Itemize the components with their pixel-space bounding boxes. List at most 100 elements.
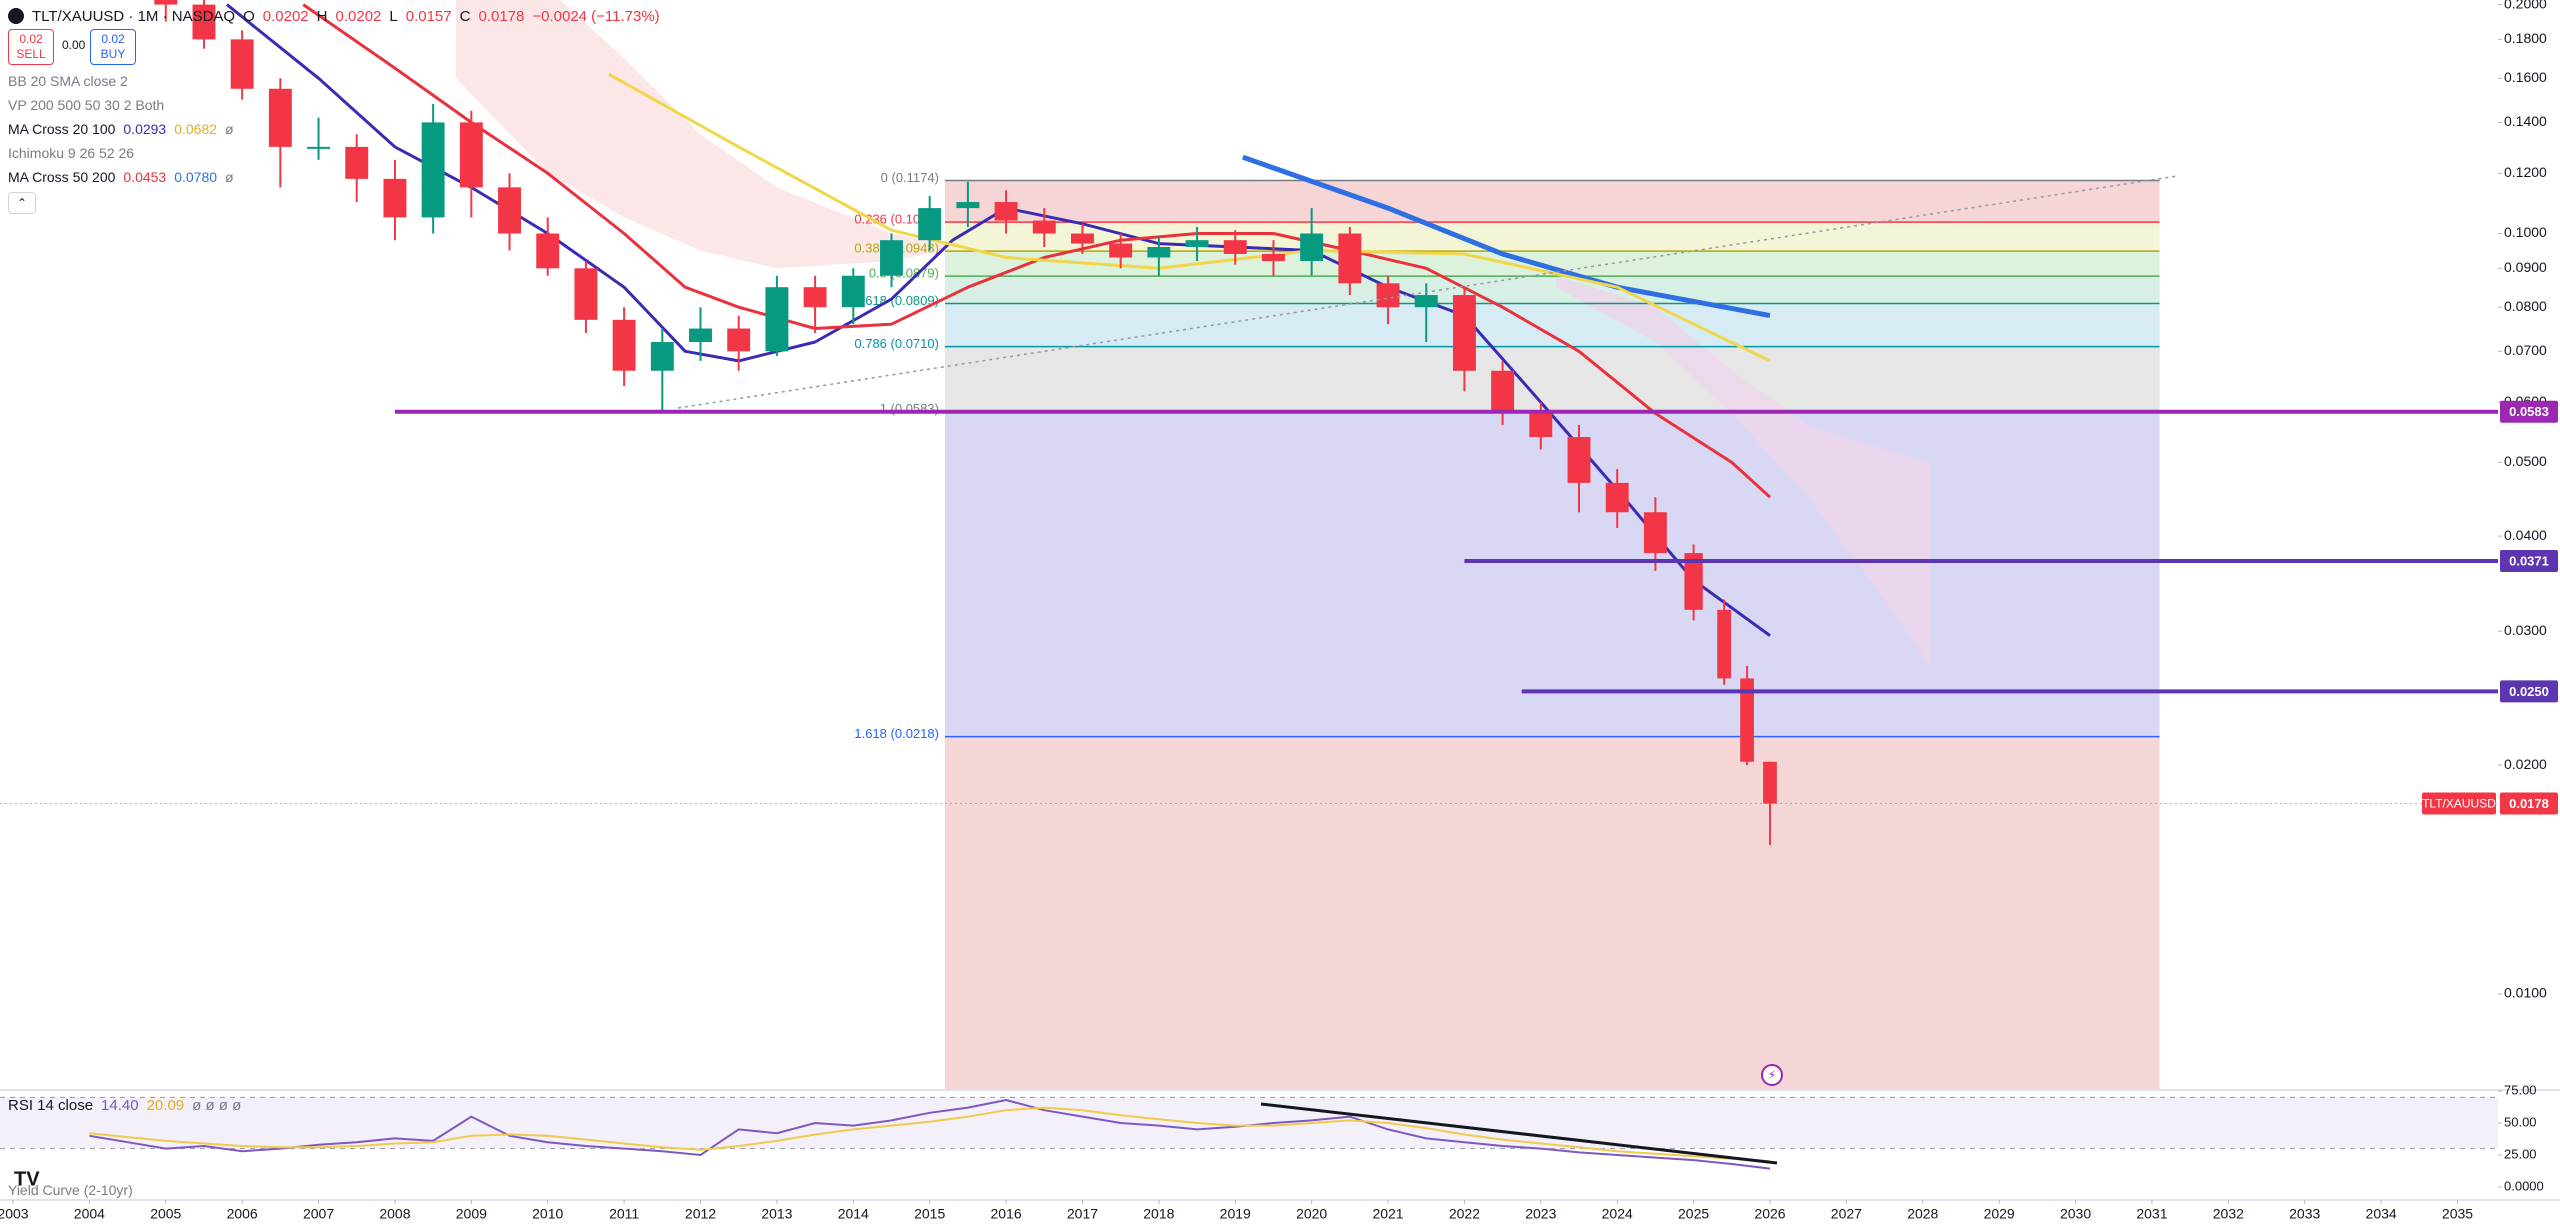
candle-body	[1740, 678, 1754, 762]
x-tick-label: 2016	[990, 1206, 1021, 1222]
alert-icon-glyph: ⚡	[1768, 1068, 1776, 1082]
candle-body	[1567, 437, 1591, 483]
x-tick-label: 2019	[1220, 1206, 1251, 1222]
main-pane: 0 (0.1174)0.236 (0.1035)0.382 (0.0948)0.…	[0, 0, 2498, 1089]
x-tick-label: 2027	[1831, 1206, 1862, 1222]
rsi-title[interactable]: RSI 14 close	[8, 1096, 94, 1114]
rsi-line	[89, 1098, 1771, 1170]
fib-band	[944, 736, 2160, 1089]
candle-body	[1147, 246, 1171, 258]
y-tick-label: 0.1200	[2504, 164, 2547, 180]
candle-body	[1185, 240, 1209, 247]
x-tick-label: 2007	[303, 1206, 334, 1222]
fib-band	[944, 411, 2160, 737]
candle-body	[536, 233, 560, 269]
indicator-row: MA Cross 20 100 0.0293 0.0682 ø	[8, 118, 234, 140]
indicator-value: 0.0293	[123, 121, 167, 137]
candle-body	[1376, 283, 1400, 308]
x-tick-label: 2014	[838, 1206, 869, 1222]
indicator-name: BB 20 SMA close 2	[8, 73, 128, 89]
ohlc-value: 0.0202	[262, 7, 309, 25]
y-tick-label: 0.0500	[2504, 453, 2547, 469]
x-tick-label: 2026	[1754, 1206, 1785, 1222]
x-tick-label: 2032	[2213, 1206, 2244, 1222]
x-tick-label: 2009	[456, 1206, 487, 1222]
x-tick-label: 2012	[685, 1206, 716, 1222]
moving-average	[302, 3, 1772, 499]
y-tick-label: 0.1400	[2504, 113, 2547, 129]
ohlc-value: 0.0157	[405, 7, 452, 25]
x-tick-label: 2029	[1984, 1206, 2015, 1222]
price-tag	[2500, 549, 2558, 572]
indicator-name: MA Cross 50 200	[8, 169, 116, 185]
candle-body	[1261, 253, 1285, 262]
y-tick-label: 0.2000	[2504, 0, 2547, 11]
ohlc-value: 0.0202	[335, 7, 382, 25]
candle-body	[880, 240, 903, 276]
rsi-line	[89, 1106, 1771, 1163]
x-tick-label: 2031	[2136, 1206, 2167, 1222]
candle-body	[268, 88, 292, 147]
rsi-trend-line	[1260, 1102, 1778, 1165]
ichimoku-cloud	[1556, 275, 1931, 666]
symbol-icon	[8, 8, 24, 24]
price-tag-label: 0.0178	[2509, 796, 2549, 811]
y-tick-label: 0.0400	[2504, 527, 2547, 543]
symbol-tag	[2422, 792, 2496, 815]
candle-body	[574, 268, 598, 320]
x-tick-label: 2035	[2442, 1206, 2473, 1222]
candle-body	[803, 287, 827, 308]
candle-body	[1605, 482, 1629, 513]
price-tag	[2500, 792, 2558, 815]
x-tick-label: 2003	[0, 1206, 29, 1222]
ohlc-value: 0.0178	[478, 7, 525, 25]
x-tick-label: 2006	[227, 1206, 258, 1222]
x-tick-label: 2017	[1067, 1206, 1098, 1222]
x-tick-label: 2034	[2366, 1206, 2397, 1222]
fib-level-label: 1 (0.0583)	[880, 401, 939, 416]
y-tick-label: 0.0900	[2504, 259, 2547, 275]
candle-body	[1414, 295, 1438, 308]
indicator-suffix: ø	[225, 121, 234, 137]
candle-body	[956, 202, 980, 209]
fib-level-label: 0.5 (0.0879)	[869, 266, 939, 281]
candle-body	[612, 319, 636, 371]
buy-button[interactable]: 0.02 BUY	[90, 29, 136, 65]
rsi-ma-value: 20.09	[146, 1096, 185, 1114]
candle-body	[1529, 413, 1553, 438]
indicator-row: Ichimoku 9 26 52 26	[8, 142, 134, 164]
candle-body	[918, 208, 942, 241]
y-tick-label: 0.0300	[2504, 622, 2547, 638]
x-tick-label: 2033	[2289, 1206, 2320, 1222]
candle-body	[383, 178, 407, 218]
indicator-name: Ichimoku 9 26 52 26	[8, 145, 135, 161]
candle-body	[230, 39, 254, 89]
spread-value: 0.00	[62, 38, 86, 52]
sell-button[interactable]: 0.02 SELL	[8, 29, 54, 65]
fib-level-label: 1.618 (0.0218)	[854, 726, 939, 741]
rsi-suffix: ø ø ø ø	[192, 1096, 242, 1114]
x-tick-label: 2004	[74, 1206, 105, 1222]
x-tick-label: 2013	[761, 1206, 792, 1222]
candle-body	[345, 146, 369, 179]
indicator-value: 0.0780	[174, 169, 218, 185]
yield-curve-title[interactable]: Yield Curve (2-10yr)	[8, 1182, 133, 1198]
candle-body	[841, 275, 865, 308]
symbol-name[interactable]: TLT/XAUUSD · 1M · NASDAQ	[32, 7, 236, 25]
collapse-button[interactable]: ⌃	[8, 192, 36, 214]
x-tick-label: 2024	[1602, 1206, 1633, 1222]
candle-body	[1763, 761, 1777, 804]
x-tick-label: 2015	[914, 1206, 945, 1222]
candle-body	[192, 4, 216, 40]
price-tag-label: 0.0371	[2509, 553, 2549, 568]
y-tick-label: 25.00	[2504, 1146, 2537, 1161]
indicator-name: MA Cross 20 100	[8, 121, 116, 137]
alert-icon[interactable]	[1761, 1064, 1783, 1086]
ohlc-label: H	[316, 7, 328, 25]
x-tick-label: 2030	[2060, 1206, 2091, 1222]
yield-curve-legend: Yield Curve (2-10yr)	[8, 1180, 133, 1200]
